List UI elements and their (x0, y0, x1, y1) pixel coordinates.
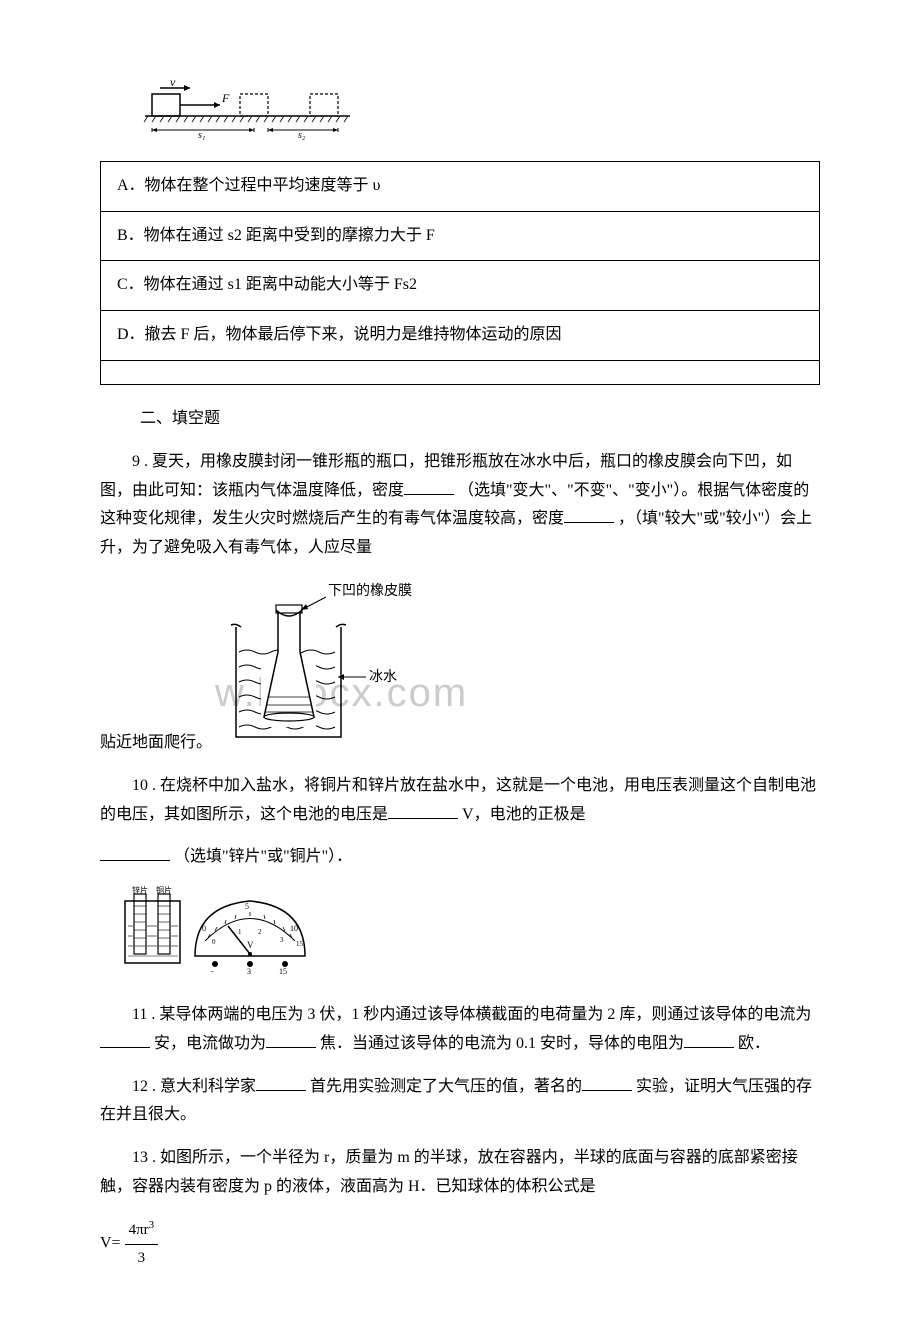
question-10b: （选填"锌片"或"铜片"）． (100, 843, 820, 872)
copper-label: 铜片 (156, 886, 172, 895)
fraction: 4πr3 3 (125, 1216, 159, 1272)
v-label: v (170, 80, 176, 89)
q11-text-4: 欧． (738, 1035, 770, 1052)
s1-label: s₁ (198, 130, 205, 140)
q11-text-1: 11 . 某导体两端的电压为 3 伏，1 秒内通过该导体横截面的电荷量为 2 库… (132, 1006, 811, 1023)
section-2-title: 二、填空题 (140, 405, 820, 434)
option-b: B．物体在通过 s2 距离中受到的摩擦力大于 F (101, 211, 820, 261)
q9-blank-1 (404, 479, 454, 495)
q10-text-3: （选填"锌片"或"铜片"）． (174, 848, 352, 865)
scale-15: 15 (296, 940, 304, 948)
q10-blank-2 (100, 845, 170, 861)
option-d: D．撤去 F 后，物体最后停下来，说明力是维持物体运动的原因 (101, 311, 820, 361)
q9-blank-2 (564, 507, 614, 523)
q9-text-4: 贴近地面爬行。 (100, 734, 212, 751)
q11-blank-3 (684, 1032, 734, 1048)
s2-label: s₂ (298, 130, 306, 140)
q12-text-1: 12 . 意大利科学家 (132, 1078, 256, 1095)
q12-text-2: 首先用实验测定了大气压的值，著名的 (310, 1078, 582, 1095)
option-empty (101, 360, 820, 384)
scale-3: 3 (280, 936, 284, 944)
svg-text:-: - (211, 967, 214, 976)
scale-2: 2 (258, 928, 262, 936)
f-label: F (221, 91, 230, 105)
v-unit: V (247, 940, 254, 950)
q9-figure-row: 贴近地面爬行。 (100, 577, 820, 758)
q9-figure: 下凹的橡皮膜 冰水 (216, 577, 436, 758)
scale-10: 10 (290, 924, 298, 933)
q12-blank-1 (256, 1075, 306, 1091)
q10-figure: 锌片 铜片 0 5 10 0 1 2 3 15 V (120, 886, 820, 987)
options-table: A．物体在整个过程中平均速度等于 υ B．物体在通过 s2 距离中受到的摩擦力大… (100, 161, 820, 385)
scale-b0: 0 (212, 938, 216, 946)
question-11: 11 . 某导体两端的电压为 3 伏，1 秒内通过该导体横截面的电荷量为 2 库… (100, 1001, 820, 1059)
membrane-label: 下凹的橡皮膜 (328, 583, 412, 599)
q11-text-2: 安，电流做功为 (154, 1035, 266, 1052)
q10-text-1: 10 . 在烧杯中加入盐水，将铜片和锌片放在盐水中，这就是一个电池，用电压表测量… (100, 777, 816, 823)
option-a: A．物体在整个过程中平均速度等于 υ (101, 161, 820, 211)
scale-5: 5 (245, 902, 249, 911)
icewater-label: 冰水 (369, 669, 397, 685)
formula-den: 3 (125, 1245, 159, 1272)
q11-blank-1 (100, 1032, 150, 1048)
q11-blank-2 (266, 1032, 316, 1048)
question-9: 9 . 夏天，用橡皮膜封闭一锥形瓶的瓶口，把锥形瓶放在冰水中后，瓶口的橡皮膜会向… (100, 448, 820, 563)
q10-blank-1 (388, 803, 458, 819)
option-c: C．物体在通过 s1 距离中动能大小等于 Fs2 (101, 261, 820, 311)
q13-text-1: 13 . 如图所示，一个半径为 r，质量为 m 的半球，放在容器内，半球的底面与… (100, 1149, 798, 1195)
scale-0: 0 (202, 924, 206, 933)
formula-num: 4πr (129, 1222, 149, 1238)
q13-formula: V= 4πr3 3 (100, 1216, 820, 1272)
q11-text-3: 焦．当通过该导体的电流为 0.1 安时，导体的电阻为 (320, 1035, 684, 1052)
terminal-15: 15 (279, 967, 287, 976)
scale-1: 1 (238, 928, 242, 936)
question-12: 12 . 意大利科学家 首先用实验测定了大气压的值，著名的 实验，证明大气压强的… (100, 1073, 820, 1131)
question-10: 10 . 在烧杯中加入盐水，将铜片和锌片放在盐水中，这就是一个电池，用电压表测量… (100, 772, 820, 830)
motion-diagram: v F s₁ (140, 80, 820, 151)
question-13: 13 . 如图所示，一个半径为 r，质量为 m 的半球，放在容器内，半球的底面与… (100, 1144, 820, 1202)
q10-text-2: V，电池的正极是 (462, 806, 586, 823)
zinc-label: 锌片 (132, 886, 148, 895)
terminal-3: 3 (247, 967, 251, 976)
q12-blank-2 (582, 1075, 632, 1091)
formula-prefix: V= (100, 1234, 121, 1251)
formula-exp: 3 (149, 1219, 155, 1231)
